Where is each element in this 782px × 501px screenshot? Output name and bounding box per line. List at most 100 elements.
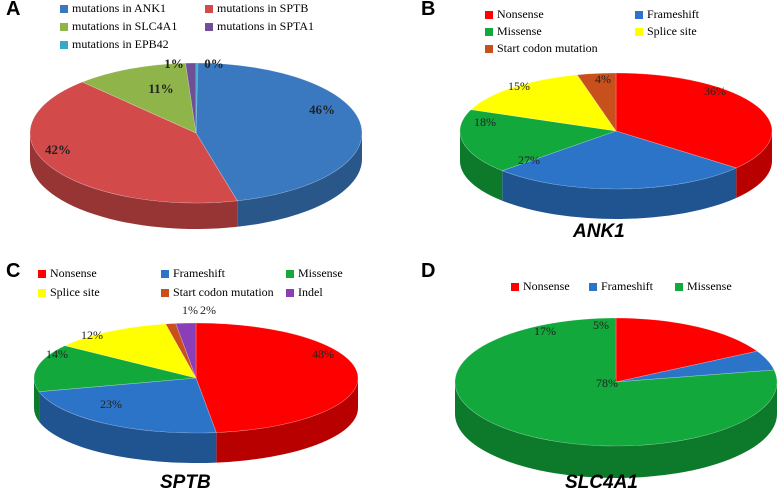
pie-slice	[38, 377, 217, 434]
legend-item: Missense	[286, 266, 343, 281]
pie-data-label: 12%	[81, 328, 103, 342]
pie-data-label: 42%	[45, 142, 71, 157]
legend-label: mutations in ANK1	[72, 1, 167, 15]
pie-data-label: 11%	[148, 81, 173, 96]
legend-swatch	[485, 10, 493, 19]
pie-top-group	[459, 72, 773, 190]
pie-slice-side	[502, 167, 737, 220]
pie-slice-side	[455, 382, 777, 478]
pie-chart-a: 46% 42% 11% 1% 0%	[29, 56, 363, 230]
pie-chart-c: 48% 23% 14% 12% 1% 2%	[33, 303, 359, 463]
legend-label: Frameshift	[647, 7, 699, 21]
pie-top-group	[29, 62, 363, 204]
legend-label: Missense	[298, 266, 343, 280]
pie-slice-side	[39, 391, 217, 463]
panel-a: A mutations in ANK1 mutations in SPTB mu…	[0, 0, 391, 250]
pie-side-group	[34, 378, 358, 463]
legend-swatch	[485, 27, 493, 36]
pie-chart-d: 17% 5% 78%	[454, 317, 778, 478]
legend-item: mutations in EPB42	[60, 37, 169, 52]
pie-slice	[64, 323, 197, 379]
pie-data-label: 14%	[46, 347, 68, 361]
legend-swatch	[286, 269, 294, 278]
pie-slice-side	[736, 131, 772, 198]
legend-swatch	[635, 10, 643, 19]
legend-swatch	[161, 269, 169, 278]
legend-label: Missense	[687, 279, 732, 293]
legend-item: Frameshift	[635, 7, 699, 22]
pie-data-label: 1%	[182, 303, 198, 317]
legend-swatch	[205, 4, 213, 13]
legend-label: Nonsense	[523, 279, 570, 293]
legend-item: Indel	[286, 285, 323, 300]
legend-item: mutations in SPTA1	[205, 19, 314, 34]
legend-item: Start codon mutation	[161, 285, 274, 300]
legend-swatch	[38, 269, 46, 278]
legend-label: mutations in SPTB	[217, 1, 309, 15]
panel-d: D Nonsense Frameshift Missense 17% 5% 78% …	[391, 251, 782, 501]
legend-item: mutations in SPTB	[205, 1, 308, 16]
pie-slice	[33, 345, 197, 392]
gene-label: SLC4A1	[565, 472, 638, 493]
gene-label: SPTB	[160, 472, 211, 493]
legend-swatch	[60, 4, 68, 13]
legend-label: Frameshift	[601, 279, 653, 293]
legend-swatch	[286, 288, 294, 297]
legend-label: Missense	[497, 24, 542, 38]
legend-label: Splice site	[647, 24, 697, 38]
pie-slice	[576, 72, 617, 132]
legend-label: Start codon mutation	[173, 285, 274, 299]
legend-label: Nonsense	[50, 266, 97, 280]
pie-data-label: 15%	[508, 79, 530, 93]
pie-slice	[470, 74, 617, 132]
legend-swatch	[60, 22, 68, 31]
pie-slice-side	[237, 133, 362, 227]
legend-item: Splice site	[38, 285, 100, 300]
legend-label: Indel	[298, 285, 323, 299]
pie-data-label: 1%	[164, 56, 184, 71]
legend-swatch	[589, 282, 597, 291]
pie-data-label: 78%	[596, 376, 618, 390]
legend-label: mutations in SPTA1	[217, 19, 315, 33]
pie-data-label: 4%	[595, 72, 611, 86]
pie-slice	[454, 317, 778, 447]
legend-label: mutations in SLC4A1	[72, 19, 178, 33]
pie-data-label: 48%	[312, 347, 334, 361]
pie-data-label: 5%	[593, 318, 609, 332]
legend-item: Start codon mutation	[485, 41, 598, 56]
pie-slice	[175, 322, 197, 379]
pie-side-group	[460, 131, 772, 220]
legend-item: Missense	[675, 279, 732, 294]
legend-label: Frameshift	[173, 266, 225, 280]
legend-label: Nonsense	[497, 7, 544, 21]
gene-label: ANK1	[573, 221, 625, 242]
pie-slice	[165, 323, 197, 379]
legend-label: Splice site	[50, 285, 100, 299]
legend-swatch	[60, 40, 68, 49]
panel-b: B Nonsense Frameshift Missense Splice si…	[391, 0, 782, 250]
legend-item: Nonsense	[511, 279, 570, 294]
pie-side-group	[455, 382, 777, 478]
legend-item: mutations in ANK1	[60, 1, 166, 16]
legend-item: Nonsense	[38, 266, 97, 281]
pie-slice	[195, 62, 199, 134]
pie-slice-side	[216, 378, 358, 463]
pie-slice	[81, 62, 197, 134]
legend-swatch	[485, 44, 493, 53]
pie-data-label: 36%	[704, 84, 726, 98]
legend-swatch	[675, 282, 683, 291]
pie-data-label: 23%	[100, 397, 122, 411]
legend-label: mutations in EPB42	[72, 37, 169, 51]
pie-slice	[615, 350, 775, 383]
pie-data-label: 27%	[518, 153, 540, 167]
panel-letter: A	[6, 0, 21, 20]
legend-item: Missense	[485, 24, 542, 39]
legend-label: Start codon mutation	[497, 41, 598, 55]
pie-top-group	[454, 317, 778, 447]
pie-data-label: 18%	[474, 115, 496, 129]
pie-data-label: 2%	[200, 303, 216, 317]
pie-slice	[615, 317, 758, 383]
legend-item: Frameshift	[161, 266, 225, 281]
legend-swatch	[38, 288, 46, 297]
legend-item: Frameshift	[589, 279, 653, 294]
